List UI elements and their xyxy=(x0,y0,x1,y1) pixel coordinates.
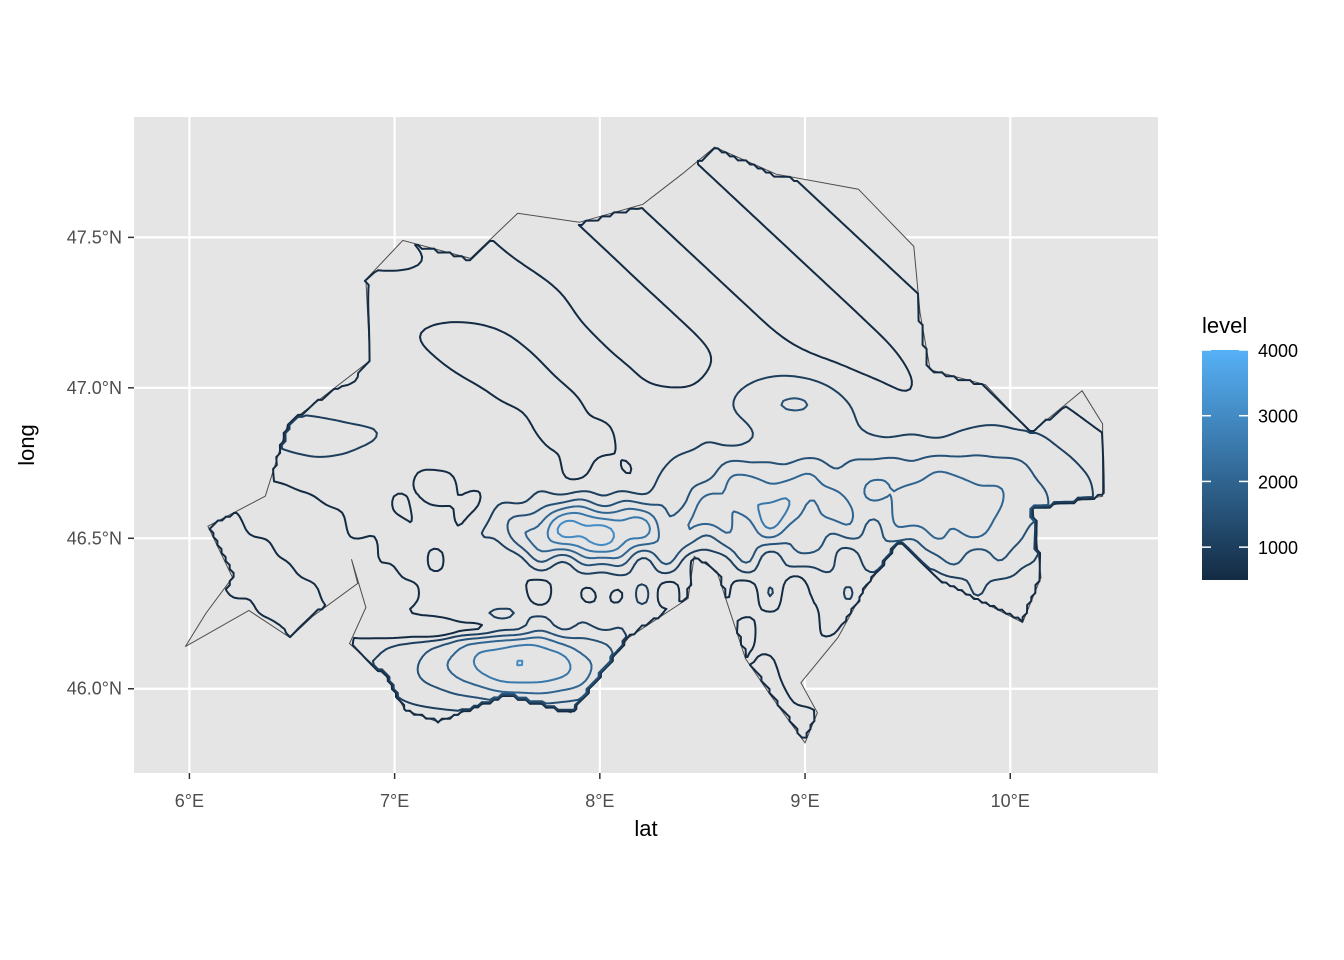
legend-colorbar xyxy=(1202,350,1248,580)
contour-level-1500 xyxy=(416,397,1050,705)
legend-tick-label: 4000 xyxy=(1258,341,1298,361)
y-tick-label: 46.0°N xyxy=(67,679,122,699)
x-tick-label: 7°E xyxy=(380,791,409,811)
contour-lines xyxy=(208,147,1105,739)
legend-title: level xyxy=(1202,313,1247,338)
y-tick-label: 47.5°N xyxy=(67,227,122,247)
x-tick-label: 10°E xyxy=(991,791,1030,811)
legend-tick-label: 3000 xyxy=(1258,407,1298,427)
contour-level-2000 xyxy=(446,470,1005,695)
x-tick-label: 6°E xyxy=(175,791,204,811)
y-tick-label: 46.5°N xyxy=(67,528,122,548)
contour-level-2500 xyxy=(472,497,791,684)
y-axis-title: long xyxy=(14,424,39,466)
y-tick-label: 47.0°N xyxy=(67,378,122,398)
x-axis: 6°E 7°E 8°E 9°E 10°E xyxy=(175,773,1030,811)
contour-level-3000 xyxy=(516,519,615,667)
legend-tick-label: 2000 xyxy=(1258,472,1298,492)
legend-tick-label: 1000 xyxy=(1258,538,1298,558)
legend: level 1000 2000 3000 4000 xyxy=(1202,313,1298,580)
contour-level-500 xyxy=(208,147,1105,739)
x-tick-label: 9°E xyxy=(790,791,819,811)
x-axis-title: lat xyxy=(634,816,657,841)
y-axis: 46.0°N 46.5°N 47.0°N 47.5°N xyxy=(67,227,134,699)
x-tick-label: 8°E xyxy=(585,791,614,811)
legend-ticks: 1000 2000 3000 4000 xyxy=(1202,341,1298,558)
